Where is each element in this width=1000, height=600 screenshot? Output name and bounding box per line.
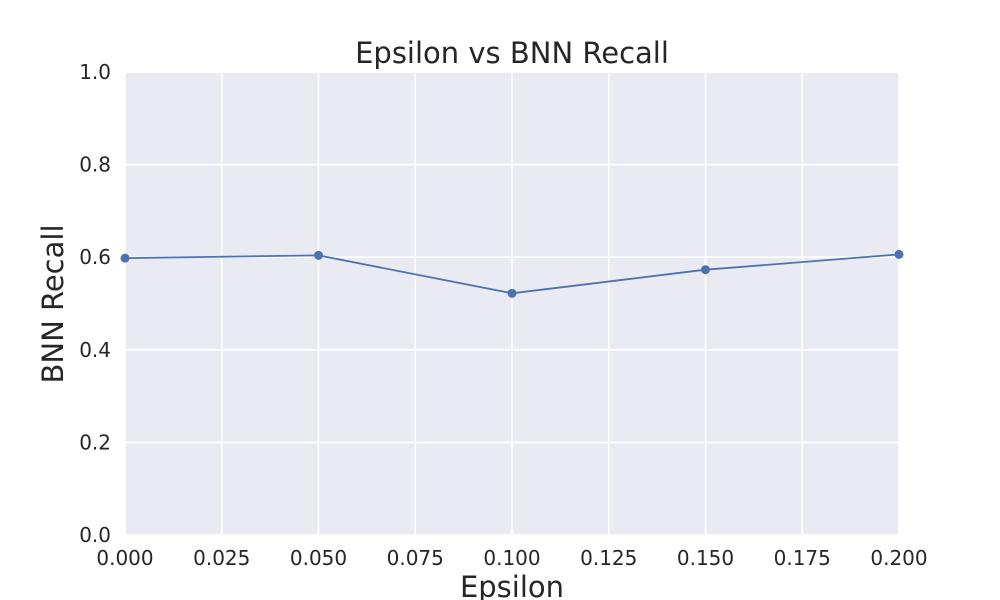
chart-title: Epsilon vs BNN Recall [355,36,669,70]
y-tick-label: 0.4 [79,338,111,362]
tick-labels: 0.000 0.025 0.050 0.075 0.100 0.125 0.150 0.175… [79,60,927,570]
y-tick-label: 0.2 [79,430,111,454]
x-tick-label: 0.125 [580,546,637,570]
data-point [701,265,710,275]
y-tick-label: 1.0 [79,60,111,84]
x-tick-label: 0.175 [774,546,831,570]
grid-lines [124,71,900,536]
x-tick-label: 0.100 [483,546,540,570]
x-tick-label: 0.075 [387,546,444,570]
y-tick-label: 0.0 [79,523,111,547]
x-tick-label: 0.025 [193,546,250,570]
data-point [894,249,904,259]
data-point [314,250,323,260]
y-tick-label: 0.8 [79,153,111,177]
series-layer [120,249,904,298]
x-tick-label: 0.150 [677,546,734,570]
y-axis-label: BNN Recall [36,224,70,383]
data-point [120,253,130,263]
x-axis-label: Epsilon [460,570,564,600]
x-tick-label: 0.050 [290,546,347,570]
y-tick-label: 0.6 [79,245,111,269]
data-point [507,288,517,298]
x-tick-label: 0.200 [870,546,927,570]
x-tick-label: 0.000 [96,546,153,570]
